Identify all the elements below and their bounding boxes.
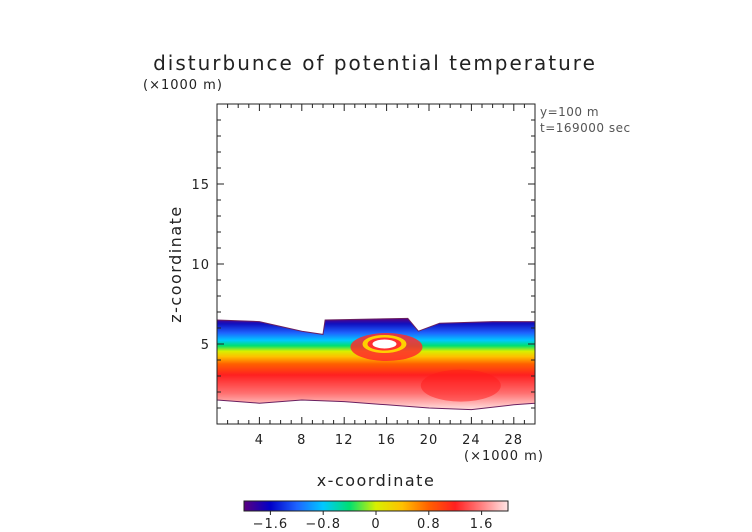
chart-title: disturbunce of potential temperature xyxy=(153,51,597,75)
axis-ticks xyxy=(217,104,535,424)
z-axis-label: z-coordinate xyxy=(166,205,185,323)
x-axis-label: x-coordinate xyxy=(317,471,436,490)
x-tick-label: 4 xyxy=(255,433,264,448)
x-tick-label: 16 xyxy=(377,433,396,448)
x-tick-label: 20 xyxy=(420,433,439,448)
x-tick-label: 28 xyxy=(505,433,524,448)
colorbar-tick-label: 0 xyxy=(371,517,380,532)
z-tick-label: 5 xyxy=(201,338,210,353)
x-tick-label: 24 xyxy=(462,433,481,448)
annotation-text: t=169000 sec xyxy=(540,121,631,135)
colorbar-tick-label: 0.8 xyxy=(417,517,441,532)
potential-temperature-field xyxy=(217,317,535,411)
warm-blob xyxy=(420,369,501,402)
warm-bubble xyxy=(372,339,397,349)
colorbar-tick-label: −0.8 xyxy=(305,517,341,532)
x-axis-unit: (×1000 m) xyxy=(464,449,544,464)
z-tick-labels: 5 10 15 xyxy=(191,178,210,353)
annotation-text: y=100 m xyxy=(540,105,599,119)
x-tick-label: 8 xyxy=(297,433,306,448)
z-axis-unit: (×1000 m) xyxy=(143,78,223,93)
x-tick-label: 12 xyxy=(335,433,354,448)
annotations: y=100 m t=169000 sec xyxy=(540,105,631,135)
colorbar-tick-label: 1.6 xyxy=(470,517,494,532)
colorbar-bar xyxy=(243,500,509,512)
z-tick-label: 15 xyxy=(191,178,210,193)
z-tick-label: 10 xyxy=(191,258,210,273)
colorbar-tick-label: −1.6 xyxy=(253,517,289,532)
colorbar: −1.6 −0.8 0 0.8 1.6 xyxy=(243,500,509,532)
x-tick-labels: 4 8 12 16 20 24 28 xyxy=(255,433,524,448)
